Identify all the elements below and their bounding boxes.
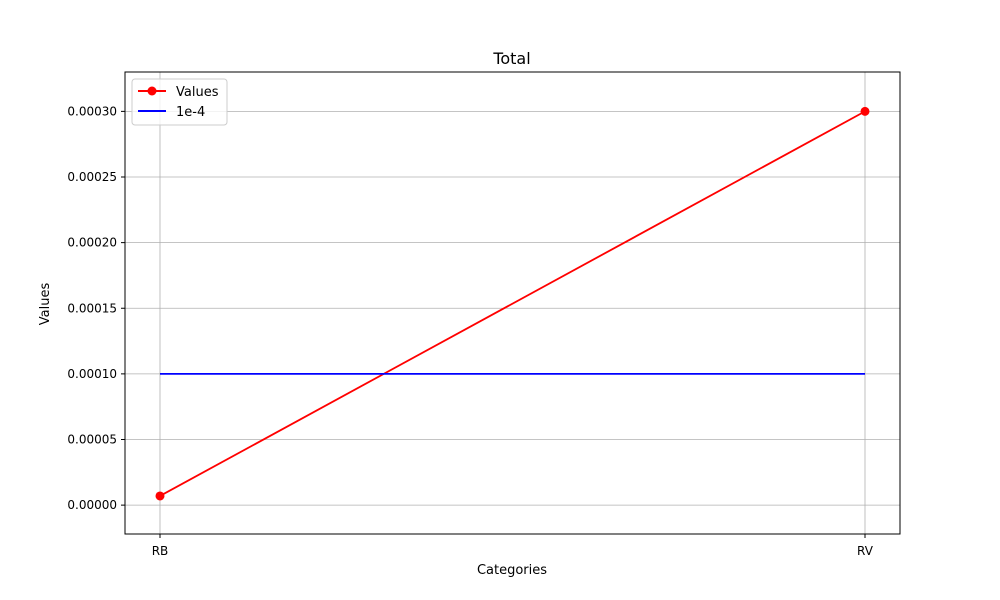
legend-label-threshold: 1e-4 — [176, 105, 205, 120]
y-tick-label: 0.00020 — [67, 236, 117, 250]
series-line-values — [159, 110, 866, 497]
x-axis-label: Categories — [477, 563, 547, 578]
data-point — [155, 491, 165, 501]
legend-marker-values — [147, 86, 157, 96]
y-axis-label: Values — [38, 283, 53, 326]
y-tick-label: 0.00030 — [67, 104, 117, 118]
data-point — [860, 106, 870, 116]
y-tick-label: 0.00010 — [67, 367, 117, 381]
y-axis-ticks: 0.00000 0.00005 0.00010 0.00015 0.00020 0.000… — [67, 104, 125, 512]
y-tick-label: 0.00000 — [67, 498, 117, 512]
legend-label-values: Values — [176, 85, 219, 100]
legend: Values 1e-4 — [131, 78, 228, 126]
y-tick-label: 0.00015 — [67, 301, 117, 315]
x-tick-label: RB — [152, 544, 169, 558]
series-layer — [155, 106, 870, 501]
x-tick-label: RV — [857, 544, 874, 558]
y-tick-label: 0.00025 — [67, 170, 117, 184]
x-axis-ticks: RB RV — [152, 534, 874, 558]
y-tick-label: 0.00005 — [67, 433, 117, 447]
chart-title: Total — [492, 49, 530, 68]
plot-frame — [124, 71, 901, 535]
